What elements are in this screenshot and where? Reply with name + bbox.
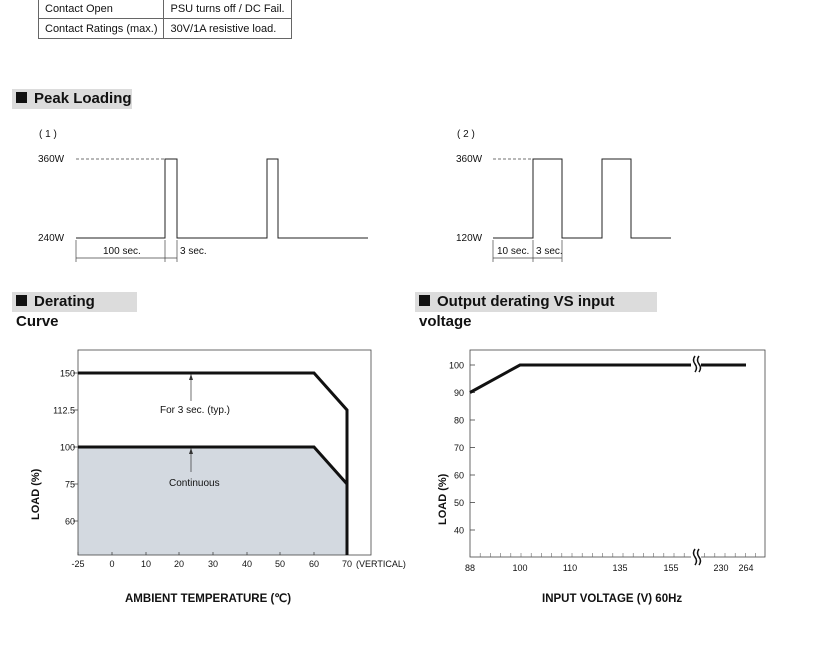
peak-annotation: For 3 sec. (typ.) [160, 405, 230, 416]
pulse-label: 3 sec. [180, 246, 207, 257]
peak-loading-diagram-1: ( 1 ) 360W 240W 100 sec. 3 sec. [38, 129, 368, 262]
x-tick-label: 264 [738, 563, 753, 573]
x-tick-label: 0 [109, 559, 114, 569]
x-tick-label: 100 [512, 563, 527, 573]
contact-ratings-value: 30V/1A resistive load. [163, 18, 292, 39]
x-tick-label: 60 [309, 559, 319, 569]
x-axis-label: INPUT VOLTAGE (V) 60Hz [542, 593, 682, 605]
arrow-icon [189, 374, 193, 380]
y-tick-label: 100 [449, 361, 464, 371]
high-level-label: 360W [456, 154, 483, 165]
table-row: Contact Open PSU turns off / DC Fail. [37, 0, 292, 19]
x-tick-suffix: (VERTICAL) [356, 559, 406, 569]
load-waveform [493, 158, 671, 239]
plot-frame [77, 349, 372, 556]
derating-curve-chart: 60 75 100 112.5 150 -25 0 10 20 30 40 50 60 70 For 3… [30, 349, 406, 605]
y-tick-label: 75 [65, 480, 75, 490]
derating-curve-header: Derating Curve [12, 292, 137, 330]
load-line [469, 363, 746, 394]
continuous-annotation: Continuous [169, 478, 220, 489]
diagram-label: ( 1 ) [39, 129, 57, 140]
y-tick-label: 112.5 [53, 406, 75, 416]
y-tick-label: 40 [454, 526, 464, 536]
contact-open-label: Contact Open [37, 0, 165, 19]
x-tick-label: 230 [713, 563, 728, 573]
continuous-load-line [78, 445, 349, 485]
output-derating-title: Output derating VS input voltage [419, 293, 615, 330]
y-axis-label: LOAD (%) [437, 473, 449, 525]
x-tick-label: 70 [342, 559, 352, 569]
peak-loading-header: Peak Loading [12, 89, 132, 109]
interval-label: 100 sec. [103, 246, 141, 257]
peak-loading-title: Peak Loading [34, 90, 132, 107]
load-waveform [76, 158, 368, 239]
input-voltage-derating-chart: 40 50 60 70 80 90 100 88 100 110 135 155 230 264 INP… [437, 349, 766, 605]
diagram-label: ( 2 ) [457, 129, 475, 140]
x-tick-label: 88 [465, 563, 475, 573]
y-tick-label: 100 [60, 443, 75, 453]
square-bullet-icon [16, 92, 27, 103]
y-tick-label: 50 [454, 498, 464, 508]
derating-curve-title: Derating Curve [16, 293, 95, 330]
y-tick-label: 60 [454, 471, 464, 481]
x-tick-label: 10 [141, 559, 151, 569]
continuous-area [78, 447, 347, 555]
y-tick-label: 90 [454, 388, 464, 398]
x-axis-label: AMBIENT TEMPERATURE (℃) [125, 592, 291, 605]
arrow-icon [189, 448, 193, 454]
table-row: Contact Ratings (max.) 30V/1A resistive … [37, 18, 292, 39]
x-tick-label: 155 [663, 563, 678, 573]
x-tick-label: 110 [563, 563, 577, 573]
contact-ratings-label: Contact Ratings (max.) [37, 18, 165, 39]
contact-table: Contact Open PSU turns off / DC Fail. Co… [37, 0, 292, 39]
peak-loading-diagram-2: ( 2 ) 360W 120W 10 sec. 3 sec. [456, 129, 671, 262]
low-level-label: 240W [38, 233, 65, 244]
contact-open-value: PSU turns off / DC Fail. [163, 0, 292, 19]
high-level-label: 360W [38, 154, 65, 165]
x-tick-label: -25 [71, 559, 84, 569]
axis-break-icon [691, 354, 702, 567]
output-derating-header: Output derating VS input voltage [415, 292, 657, 330]
y-axis-label: LOAD (%) [30, 468, 42, 520]
x-tick-label: 30 [208, 559, 218, 569]
pulse-label: 3 sec. [536, 246, 563, 257]
interval-label: 10 sec. [497, 246, 529, 257]
y-tick-label: 150 [60, 369, 75, 379]
x-tick-label: 135 [612, 563, 627, 573]
x-tick-label: 20 [174, 559, 184, 569]
low-level-label: 120W [456, 233, 483, 244]
plot-frame [469, 349, 766, 558]
square-bullet-icon [419, 295, 430, 306]
x-tick-label: 40 [242, 559, 252, 569]
y-tick-label: 80 [454, 416, 464, 426]
x-tick-label: 50 [275, 559, 285, 569]
y-tick-label: 70 [454, 443, 464, 453]
square-bullet-icon [16, 295, 27, 306]
y-tick-label: 60 [65, 517, 75, 527]
